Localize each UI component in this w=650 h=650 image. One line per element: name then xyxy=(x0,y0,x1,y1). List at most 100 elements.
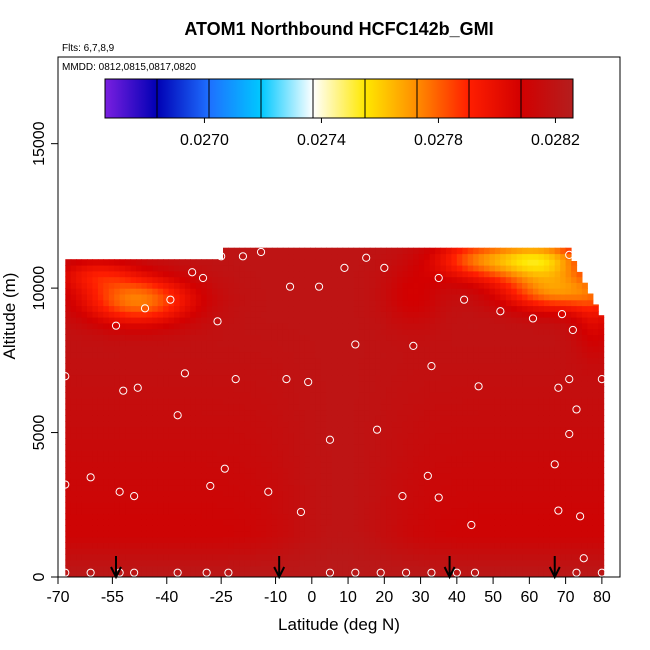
heatmap-cell xyxy=(239,444,246,451)
heatmap-cell xyxy=(299,571,306,577)
heatmap-cell xyxy=(527,548,534,555)
heatmap-cell xyxy=(130,571,137,577)
heatmap-cell xyxy=(206,305,213,312)
heatmap-cell xyxy=(217,351,224,359)
heatmap-cell xyxy=(462,270,469,278)
heatmap-cell xyxy=(114,276,121,283)
heatmap-cell xyxy=(413,253,420,260)
heatmap-cell xyxy=(391,548,398,555)
heatmap-cell xyxy=(228,276,235,283)
heatmap-cell xyxy=(380,525,387,532)
heatmap-cell xyxy=(223,345,229,353)
heatmap-cell xyxy=(386,340,393,347)
heatmap-cell xyxy=(244,282,251,289)
heatmap-cell xyxy=(130,288,137,295)
heatmap-cell xyxy=(484,311,490,318)
heatmap-cell xyxy=(494,253,501,260)
heatmap-cell xyxy=(174,386,180,393)
heatmap-cell xyxy=(114,369,121,376)
heatmap-cell xyxy=(402,317,409,324)
heatmap-cell xyxy=(271,432,278,439)
heatmap-cell xyxy=(157,397,164,405)
heatmap-cell xyxy=(97,334,104,341)
heatmap-cell xyxy=(261,530,267,538)
heatmap-cell xyxy=(195,351,202,359)
heatmap-cell xyxy=(70,299,77,307)
heatmap-cell xyxy=(250,351,257,359)
heatmap-cell xyxy=(538,363,545,370)
heatmap-cell xyxy=(217,276,224,283)
heatmap-cell xyxy=(342,467,349,474)
heatmap-cell xyxy=(511,536,518,543)
heatmap-cell xyxy=(342,415,349,422)
heatmap-cell xyxy=(331,357,338,364)
heatmap-cell xyxy=(119,415,126,422)
heatmap-cell xyxy=(543,380,550,387)
heatmap-cell xyxy=(277,374,284,382)
heatmap-cell xyxy=(435,374,442,382)
heatmap-cell xyxy=(92,340,99,347)
heatmap-cell xyxy=(136,553,142,561)
heatmap-cell xyxy=(250,322,257,330)
heatmap-cell xyxy=(462,444,469,451)
heatmap-cell xyxy=(402,265,409,272)
heatmap-cell xyxy=(130,403,137,411)
heatmap-cell xyxy=(516,345,523,353)
heatmap-cell xyxy=(418,369,425,376)
heatmap-cell xyxy=(516,374,523,382)
heatmap-cell xyxy=(326,415,333,422)
heatmap-cell xyxy=(70,501,77,509)
heatmap-cell xyxy=(114,397,121,405)
heatmap-cell xyxy=(266,340,273,347)
heatmap-cell xyxy=(310,374,316,382)
heatmap-cell xyxy=(114,421,121,428)
heatmap-cell xyxy=(358,288,365,295)
heatmap-cell xyxy=(92,415,99,422)
heatmap-cell xyxy=(500,525,507,532)
heatmap-cell xyxy=(223,392,229,399)
heatmap-cell xyxy=(244,553,251,561)
heatmap-cell xyxy=(348,525,355,532)
heatmap-cell xyxy=(97,276,104,283)
heatmap-cell xyxy=(136,403,142,411)
heatmap-cell xyxy=(195,345,202,353)
heatmap-cell xyxy=(418,548,425,555)
heatmap-cell xyxy=(174,351,180,359)
heatmap-cell xyxy=(494,432,501,439)
heatmap-cell xyxy=(152,351,159,359)
heatmap-cell xyxy=(446,421,452,428)
heatmap-cell xyxy=(391,478,398,486)
heatmap-cell xyxy=(92,542,99,549)
heatmap-cell xyxy=(168,328,175,335)
heatmap-cell xyxy=(201,397,208,405)
heatmap-cell xyxy=(130,299,137,307)
heatmap-cell xyxy=(250,386,257,393)
heatmap-cell xyxy=(331,403,338,411)
heatmap-cell xyxy=(261,426,267,434)
heatmap-cell xyxy=(462,345,469,353)
heatmap-cell xyxy=(538,392,545,399)
heatmap-cell xyxy=(369,386,376,393)
heatmap-cell xyxy=(288,282,295,289)
heatmap-cell xyxy=(380,317,387,324)
heatmap-cell xyxy=(76,265,83,272)
heatmap-cell xyxy=(233,449,240,457)
heatmap-cell xyxy=(293,530,300,538)
heatmap-cell xyxy=(429,351,436,359)
heatmap-cell xyxy=(516,501,523,509)
heatmap-cell xyxy=(543,415,550,422)
heatmap-cell xyxy=(440,473,447,480)
heatmap-cell xyxy=(184,317,191,324)
heatmap-cell xyxy=(522,490,529,497)
heatmap-cell xyxy=(505,496,512,503)
heatmap-cell xyxy=(97,496,104,503)
heatmap-cell xyxy=(331,345,338,353)
heatmap-cell xyxy=(136,449,142,457)
heatmap-cell xyxy=(402,548,409,555)
heatmap-cell xyxy=(478,345,485,353)
heatmap-cell xyxy=(331,334,338,341)
heatmap-cell xyxy=(174,501,180,509)
heatmap-cell xyxy=(293,276,300,283)
heatmap-cell xyxy=(397,351,403,359)
heatmap-cell xyxy=(342,519,349,526)
